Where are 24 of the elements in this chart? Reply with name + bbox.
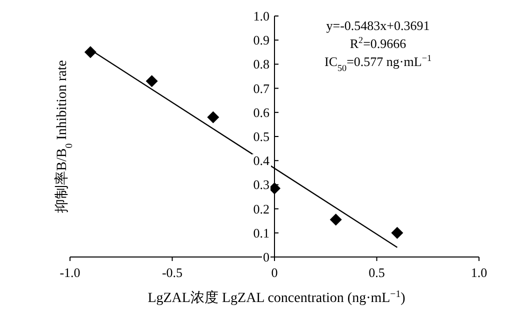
y-tick-label: 0.2 <box>253 201 270 216</box>
y-tick-label: 0.6 <box>253 104 270 120</box>
point <box>146 75 158 88</box>
point <box>391 226 404 239</box>
point <box>330 214 342 226</box>
y-tick-label: 1.0 <box>253 8 270 24</box>
y-tick-label: 0.7 <box>253 80 270 96</box>
x-axis-title: LgZAL浓度 LgZAL concentration (ng·mL$^{−1}$) <box>148 288 406 306</box>
annotation: R$^{2}$=0.9666 <box>350 35 407 51</box>
y-tick-label: 0.8 <box>253 56 270 72</box>
annotation: IC$_{50}$=0.577 ng·mL$^{−1}$ <box>324 53 432 73</box>
point <box>84 46 96 58</box>
y-tick-label: 0.4 <box>253 153 270 168</box>
y-tick-label: 0.9 <box>253 32 270 48</box>
y-tick-label: 0.3 <box>253 177 270 192</box>
y-tick-label: 0.1 <box>253 225 270 240</box>
y-tick-label: 0.5 <box>253 129 270 144</box>
x-tick-label: 1.0 <box>470 265 488 280</box>
x-tick-label: -0.5 <box>162 265 183 280</box>
x-tick-label: -1.0 <box>60 265 80 280</box>
x-tick-label: 0.5 <box>368 265 385 280</box>
point <box>207 111 220 124</box>
annotation: y=-0.5483x+0.3691 <box>326 18 430 33</box>
y-tick-label: 0 <box>263 250 270 264</box>
